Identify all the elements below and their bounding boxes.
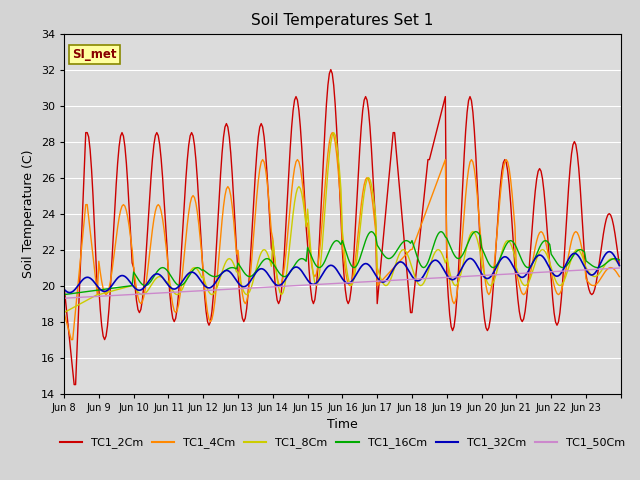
TC1_4Cm [541, 238, 549, 244]
TC1_4Cm [328, 130, 336, 135]
TC1_2Cm [60, 283, 68, 288]
Line: TC1_4Cm: TC1_4Cm [64, 132, 620, 340]
TC1_50Cm [79, 294, 86, 300]
Line: TC1_50Cm: TC1_50Cm [64, 268, 620, 298]
TC1_32Cm [66, 290, 74, 296]
TC1_2Cm [327, 67, 335, 72]
TC1_32Cm [98, 288, 106, 293]
TC1_8Cm [97, 291, 104, 297]
TC1_50Cm [60, 295, 68, 301]
Line: TC1_8Cm: TC1_8Cm [64, 132, 620, 312]
TC1_8Cm [540, 247, 548, 253]
TC1_8Cm [348, 283, 355, 288]
TC1_16Cm [367, 229, 375, 235]
TC1_2Cm [541, 204, 549, 210]
Text: SI_met: SI_met [72, 48, 117, 61]
TC1_32Cm [81, 276, 88, 281]
TC1_16Cm [458, 254, 465, 260]
TC1_4Cm [98, 278, 106, 284]
TC1_4Cm [60, 310, 68, 315]
TC1_8Cm [330, 130, 337, 135]
TC1_2Cm [616, 262, 623, 267]
Line: TC1_2Cm: TC1_2Cm [64, 70, 620, 384]
TC1_50Cm [97, 293, 104, 299]
TC1_8Cm [60, 310, 68, 315]
Y-axis label: Soil Temperature (C): Soil Temperature (C) [22, 149, 35, 278]
TC1_16Cm [79, 289, 86, 295]
TC1_16Cm [616, 257, 623, 263]
Legend: TC1_2Cm, TC1_4Cm, TC1_8Cm, TC1_16Cm, TC1_32Cm, TC1_50Cm: TC1_2Cm, TC1_4Cm, TC1_8Cm, TC1_16Cm, TC1… [55, 433, 630, 453]
TC1_16Cm [97, 287, 104, 293]
TC1_32Cm [60, 286, 68, 292]
TC1_2Cm [614, 251, 621, 257]
TC1_2Cm [459, 180, 467, 186]
TC1_4Cm [616, 274, 623, 279]
TC1_2Cm [70, 382, 78, 387]
TC1_8Cm [616, 263, 623, 268]
TC1_2Cm [98, 323, 106, 329]
TC1_32Cm [605, 249, 613, 254]
TC1_2Cm [349, 270, 356, 276]
TC1_50Cm [611, 265, 619, 271]
TC1_50Cm [346, 280, 353, 286]
TC1_2Cm [81, 166, 88, 171]
TC1_32Cm [348, 279, 355, 285]
TC1_4Cm [81, 217, 88, 223]
TC1_16Cm [612, 256, 620, 262]
X-axis label: Time: Time [327, 418, 358, 431]
TC1_16Cm [60, 292, 68, 298]
TC1_8Cm [612, 258, 620, 264]
TC1_50Cm [539, 269, 547, 275]
TC1_8Cm [458, 269, 465, 275]
Line: TC1_32Cm: TC1_32Cm [64, 252, 620, 293]
TC1_16Cm [540, 238, 548, 244]
TC1_32Cm [540, 255, 548, 261]
TC1_32Cm [616, 263, 623, 268]
TC1_32Cm [614, 260, 621, 265]
TC1_8Cm [79, 300, 86, 305]
Title: Soil Temperatures Set 1: Soil Temperatures Set 1 [252, 13, 433, 28]
TC1_16Cm [346, 260, 353, 265]
TC1_4Cm [67, 337, 75, 343]
Line: TC1_16Cm: TC1_16Cm [64, 232, 620, 295]
TC1_32Cm [458, 266, 465, 272]
TC1_50Cm [456, 274, 464, 279]
TC1_4Cm [459, 229, 467, 235]
TC1_4Cm [349, 276, 356, 281]
TC1_4Cm [614, 271, 621, 277]
TC1_50Cm [616, 265, 623, 271]
